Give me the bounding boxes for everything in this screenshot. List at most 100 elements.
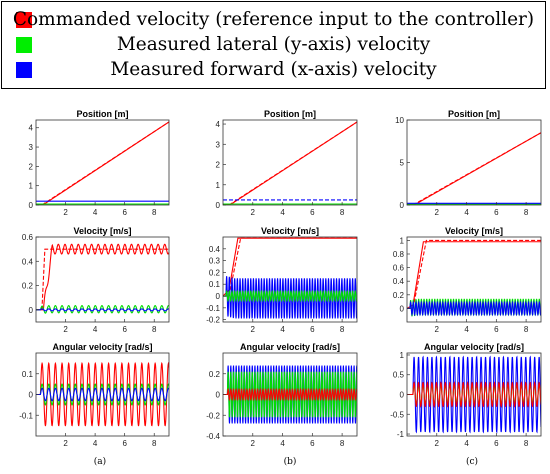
plot-frame: [222, 119, 358, 206]
plot-area: [36, 120, 169, 205]
plot-frame: [222, 236, 358, 323]
legend-item: Measured lateral (y-axis) velocity: [2, 33, 545, 57]
x-tick-label: 2: [63, 208, 68, 217]
y-tick-label: 0.1: [22, 370, 34, 379]
y-tick-label: 2: [29, 162, 34, 171]
y-tick-label: 3: [216, 140, 221, 149]
x-tick-label: 6: [122, 208, 127, 217]
series-group: [407, 355, 541, 434]
series-line: [36, 308, 169, 312]
x-tick-label: 6: [494, 439, 499, 448]
y-tick-label: 0: [29, 306, 34, 315]
x-tick-label: 6: [310, 325, 315, 334]
chart-title: Velocity [m/s]: [445, 226, 503, 236]
x-tick-label: 4: [464, 208, 469, 217]
x-tick-label: 6: [494, 325, 499, 334]
series-line: [223, 276, 357, 319]
y-tick-label: 5: [400, 159, 405, 168]
y-tick-label: -0.1: [206, 304, 220, 313]
y-tick-label: 0.1: [209, 280, 221, 289]
chart-b-angular: 2 4 6 8 -0.4 -0.2 0 0.2 Angular velocity [rad/s]: [206, 342, 358, 448]
chart-title: Angular velocity [rad/s]: [424, 342, 524, 352]
x-tick-label: 4: [93, 439, 98, 448]
y-tick-label: 0.4: [393, 277, 405, 286]
plot-area: [223, 120, 357, 205]
chart-c-velocity: 2 4 6 8 0 0.2 0.4 0.6 0.8 1 Velocity [m/s]: [393, 226, 542, 334]
y-tick-label: 4: [216, 120, 221, 129]
x-tick-label: 8: [340, 208, 345, 217]
legend-label: Measured lateral (y-axis) velocity: [116, 34, 431, 55]
x-tick-label: 6: [122, 325, 127, 334]
x-tick-label: 8: [340, 439, 345, 448]
series-line: [407, 381, 541, 408]
y-tick-label: 0: [216, 201, 221, 210]
chart-b-velocity: 2 4 6 8 -0.2 -0.1 0 0.1 0.2 0.3 0.4 Velocity [m/s]: [206, 226, 358, 334]
y-tick-label: 2: [216, 161, 221, 170]
series-line: [36, 243, 169, 311]
x-tick-label: 8: [524, 208, 529, 217]
y-tick-label: 1: [216, 181, 221, 190]
y-tick-label: 0.5: [393, 371, 405, 380]
y-tick-label: -0.2: [206, 411, 220, 420]
series-line: [36, 387, 169, 402]
x-tick-label: 2: [435, 439, 440, 448]
legend-item: Commanded velocity (reference input to t…: [2, 8, 545, 32]
y-tick-label: 0.6: [393, 264, 405, 273]
x-tick-label: 4: [280, 208, 285, 217]
chart-title: Position [m]: [448, 109, 500, 119]
series-line: [407, 300, 541, 317]
legend-item: Measured forward (x-axis) velocity: [2, 58, 545, 82]
x-tick-label: 8: [524, 325, 529, 334]
chart-a-position: 2 4 6 8 0 1 2 3 4 Position [m]: [29, 109, 170, 217]
chart-title: Position [m]: [77, 109, 129, 119]
y-tick-label: 0.2: [209, 268, 221, 277]
legend: Commanded velocity (reference input to t…: [1, 1, 546, 89]
y-tick-label: 4: [29, 124, 34, 133]
legend-label: Measured forward (x-axis) velocity: [110, 59, 437, 80]
y-tick-label: 0: [29, 201, 34, 210]
legend-swatch: [16, 62, 32, 78]
y-tick-label: 0: [400, 201, 405, 210]
y-tick-label: 1: [400, 236, 405, 245]
plot-frame: [35, 119, 170, 206]
y-tick-label: 0.4: [22, 257, 34, 266]
y-tick-label: -0.4: [206, 432, 220, 441]
x-tick-label: 2: [251, 439, 256, 448]
chart-title: Velocity [m/s]: [73, 226, 131, 236]
panel-caption: (c): [466, 456, 478, 467]
chart-b-position: 2 4 6 8 0 1 2 3 4 Position [m]: [216, 109, 358, 217]
x-tick-label: 2: [63, 439, 68, 448]
panel-caption: (b): [284, 456, 297, 467]
y-tick-label: 0: [400, 304, 405, 313]
y-tick-label: -1: [397, 430, 405, 439]
y-tick-label: 3: [29, 143, 34, 152]
series-line: [223, 289, 357, 303]
y-tick-label: -0.5: [390, 410, 404, 419]
plot-frame: [35, 236, 170, 323]
series-line: [407, 355, 541, 434]
x-tick-label: 4: [464, 325, 469, 334]
x-tick-label: 8: [524, 439, 529, 448]
y-tick-label: 0.3: [209, 257, 221, 266]
x-tick-label: 2: [251, 208, 256, 217]
x-tick-label: 8: [152, 325, 157, 334]
y-tick-label: 1: [29, 182, 34, 191]
legend-swatch: [16, 12, 32, 28]
y-tick-label: 0.2: [22, 282, 34, 291]
y-tick-label: -0.2: [206, 316, 220, 325]
x-tick-label: 4: [93, 208, 98, 217]
chart-a-angular: 2 4 6 8 -0.1 0 0.1 Angular velocity [rad/s]: [19, 342, 170, 448]
x-tick-label: 2: [63, 325, 68, 334]
chart-title: Angular velocity [rad/s]: [240, 342, 340, 352]
chart-title: Velocity [m/s]: [261, 226, 319, 236]
legend-swatch: [16, 37, 32, 53]
y-tick-label: 10: [395, 116, 404, 125]
y-tick-label: 1: [400, 351, 405, 360]
plot-frame: [406, 236, 542, 323]
chart-title: Angular velocity [rad/s]: [52, 342, 152, 352]
series-group: [36, 361, 169, 427]
x-tick-label: 2: [435, 208, 440, 217]
x-tick-label: 4: [464, 439, 469, 448]
y-tick-label: -0.1: [19, 411, 33, 420]
